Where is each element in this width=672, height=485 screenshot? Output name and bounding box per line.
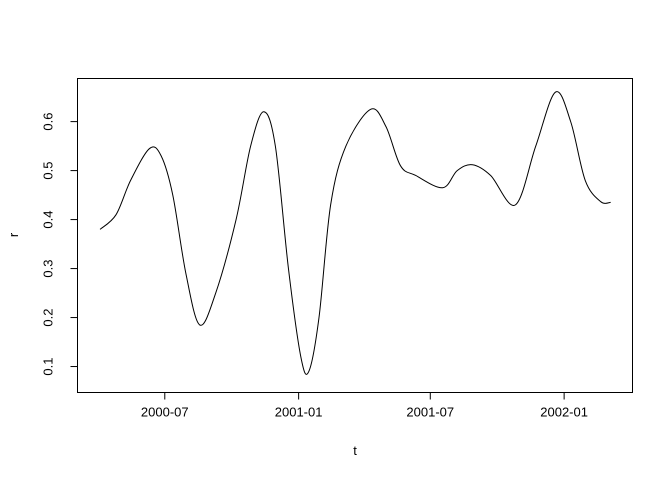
- y-tick-label: 0.4: [41, 211, 56, 229]
- y-tick-label: 0.6: [41, 113, 56, 131]
- x-tick-label: 2000-07: [141, 405, 189, 420]
- x-tick-label: 2001-01: [275, 405, 323, 420]
- x-tick-label: 2001-07: [406, 405, 454, 420]
- plot-frame: [77, 78, 633, 393]
- x-axis: 2000-07 2001-01 2001-07 2002-01: [141, 392, 588, 420]
- y-tick-label: 0.2: [41, 309, 56, 327]
- x-axis-label: t: [353, 443, 357, 458]
- y-tick-label: 0.1: [41, 357, 56, 375]
- y-tick-label: 0.5: [41, 162, 56, 180]
- series-line: [99, 91, 611, 375]
- x-tick-label: 2002-01: [540, 405, 588, 420]
- y-tick-label: 0.3: [41, 260, 56, 278]
- y-axis-label: r: [6, 232, 21, 237]
- y-axis: 0.1 0.2 0.3 0.4 0.5 0.6: [41, 113, 78, 376]
